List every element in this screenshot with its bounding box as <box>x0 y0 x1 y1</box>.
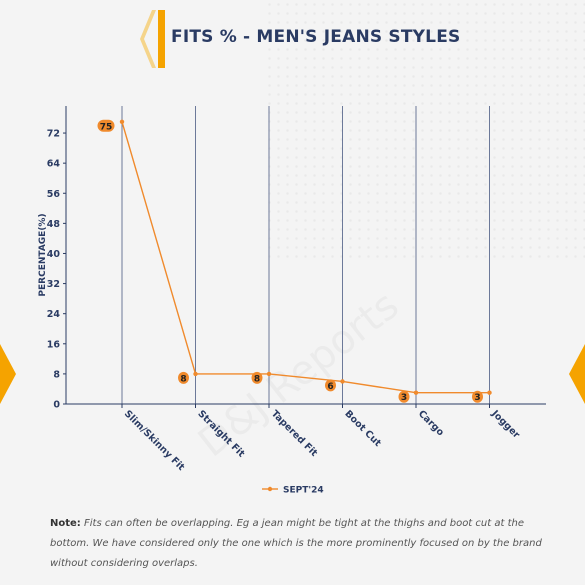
x-tick-label: Tapered Fit <box>269 408 320 459</box>
label-layer: 75 8 8 6 3 3 <box>97 119 483 403</box>
legend-marker <box>267 486 273 492</box>
y-tick-label: 32 <box>47 279 60 290</box>
x-tick-label: Jogger <box>489 408 522 441</box>
y-tick-label: 16 <box>47 339 61 350</box>
data-point <box>119 119 125 124</box>
data-label: 75 <box>100 122 113 132</box>
y-tick-label: 24 <box>47 309 61 320</box>
data-label: 8 <box>254 374 260 384</box>
data-point <box>266 371 272 377</box>
background-dot-pattern <box>265 0 585 260</box>
legend-layer: SEPT'24 <box>262 486 324 496</box>
note-label: Note: <box>50 518 81 529</box>
series-layer <box>119 119 492 395</box>
line-chart: 0 8 16 24 32 40 48 56 64 72 Slim/Skinny Fit Straigh… <box>38 106 546 496</box>
y-tick-label: 64 <box>47 159 61 170</box>
x-tick-label: Straight Fit <box>195 408 247 460</box>
axis-layer: 0 8 16 24 32 40 48 56 64 72 Slim/Skinny Fit Straigh… <box>38 106 546 473</box>
series-line <box>121 121 490 394</box>
data-label-bg <box>97 119 115 132</box>
footnote: Note: Fits can often be overlapping. Eg … <box>50 514 550 574</box>
data-label-bg <box>325 379 336 392</box>
y-tick-label: 40 <box>47 249 61 260</box>
data-label: 8 <box>180 374 186 384</box>
y-tick-label: 0 <box>53 400 60 411</box>
grid-layer <box>121 106 490 404</box>
data-label: 3 <box>401 393 407 403</box>
data-point <box>193 371 198 377</box>
data-label-bg <box>398 390 410 403</box>
y-tick-label: 8 <box>53 369 60 380</box>
right-arrow-icon <box>569 344 585 404</box>
x-tick-label: Cargo <box>416 408 446 438</box>
title-accent-icon <box>140 10 165 68</box>
data-point <box>413 390 419 395</box>
data-label-bg <box>251 371 263 384</box>
legend-label: SEPT'24 <box>283 486 324 496</box>
left-arrow-icon <box>0 344 16 404</box>
data-point <box>340 379 345 384</box>
data-label-bg <box>178 371 189 384</box>
y-tick-label: 56 <box>47 189 61 200</box>
note-text: Fits can often be overlapping. Eg a jean… <box>50 518 542 569</box>
x-tick-label: Boot Cut <box>342 408 383 449</box>
data-label: 6 <box>327 382 333 392</box>
data-point <box>487 390 492 395</box>
page-title: FITS % - MEN'S JEANS STYLES <box>171 27 461 47</box>
data-label-bg <box>472 390 483 403</box>
y-tick-label: 72 <box>47 129 60 140</box>
y-axis-title: PERCENTAGE(%) <box>38 213 48 296</box>
x-tick-label: Slim/Skinny Fit <box>122 408 187 473</box>
y-tick-label: 48 <box>47 219 61 230</box>
data-label: 3 <box>474 393 480 403</box>
